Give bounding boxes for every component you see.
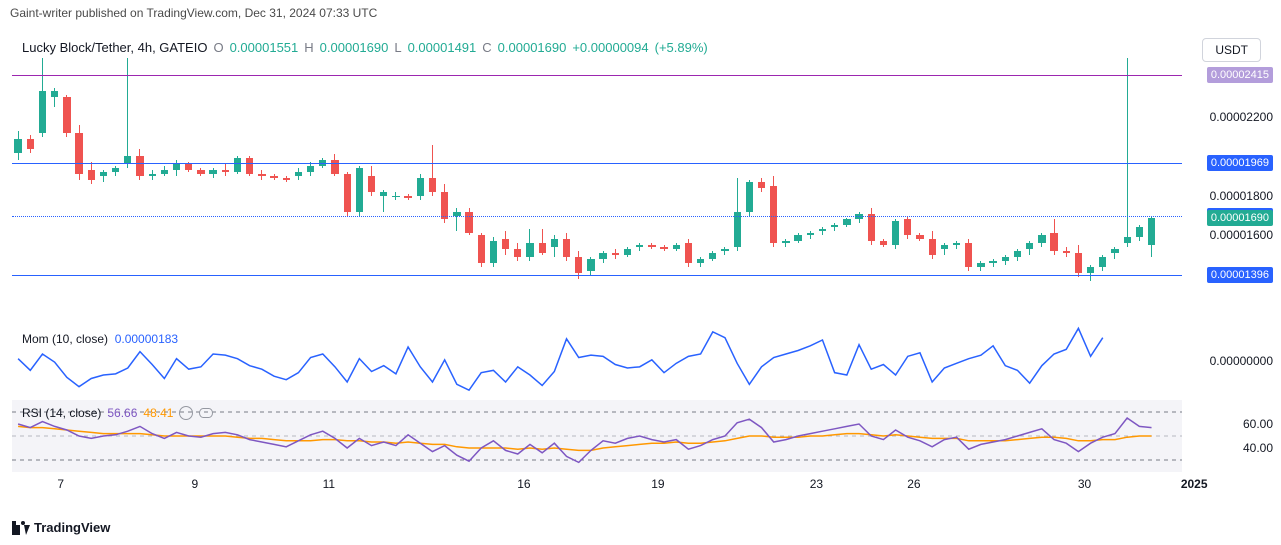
- price-y-axis: 0.000022000.000018000.000016000.00002415…: [1183, 58, 1273, 314]
- footer-text: TradingView: [34, 520, 110, 535]
- ohlc-h-label: H: [304, 40, 313, 55]
- rsi-ma-value: 48.41: [143, 406, 173, 420]
- rsi-value: 56.66: [107, 406, 137, 420]
- time-x-axis: 791116192326302025: [12, 477, 1182, 497]
- ohlc-l-label: L: [394, 40, 401, 55]
- quote-currency-badge[interactable]: USDT: [1202, 38, 1261, 62]
- ohlc-change-pct: (+5.89%): [655, 40, 708, 55]
- rsi-y-axis: 60.0040.00: [1183, 400, 1273, 472]
- ohlc-o-value: 0.00001551: [230, 40, 299, 55]
- tradingview-icon: [12, 521, 30, 535]
- momentum-label: Mom (10, close) 0.00000183: [22, 332, 178, 346]
- momentum-chart[interactable]: [12, 326, 1182, 396]
- ohlc-c-label: C: [482, 40, 491, 55]
- publish-header: Gaint-writer published on TradingView.co…: [0, 0, 1281, 26]
- ohlc-l-value: 0.00001491: [408, 40, 477, 55]
- gear-icon[interactable]: [179, 406, 193, 420]
- eye-icon[interactable]: [199, 408, 213, 418]
- momentum-name: Mom (10, close): [22, 332, 108, 346]
- ohlc-h-value: 0.00001690: [320, 40, 389, 55]
- ohlc-o-label: O: [213, 40, 223, 55]
- momentum-y-axis: 0.00000000: [1183, 326, 1273, 396]
- ohlc-change: +0.00000094: [572, 40, 648, 55]
- rsi-label: RSI (14, close) 56.66 48.41: [22, 406, 213, 420]
- symbol-title: Lucky Block/Tether, 4h, GATEIO: [22, 40, 207, 55]
- ohlc-bar: Lucky Block/Tether, 4h, GATEIO O 0.000015…: [22, 40, 708, 55]
- tradingview-logo: TradingView: [12, 520, 110, 535]
- ohlc-c-value: 0.00001690: [498, 40, 567, 55]
- momentum-value: 0.00000183: [115, 332, 178, 346]
- rsi-name: RSI (14, close): [22, 406, 101, 420]
